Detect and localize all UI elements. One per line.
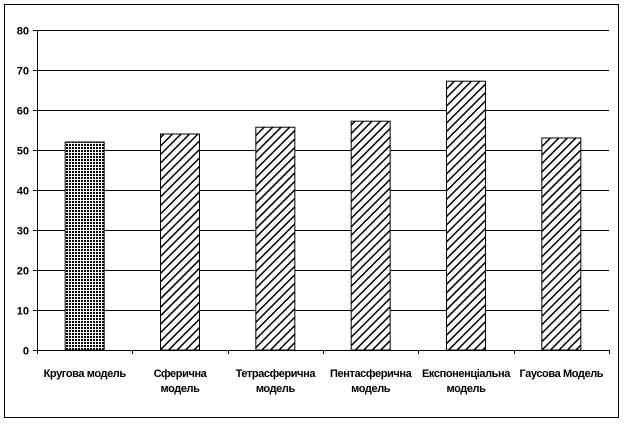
y-tick-label: 30 xyxy=(17,226,29,238)
x-category-label: Експоненціальна модель xyxy=(422,368,511,395)
y-tick-label: 0 xyxy=(23,346,29,358)
outer-frame xyxy=(4,4,619,418)
y-tick-label: 10 xyxy=(17,306,29,318)
bar xyxy=(160,133,200,351)
bar xyxy=(255,126,296,351)
y-tick-label: 80 xyxy=(17,26,29,38)
bar xyxy=(541,137,582,351)
y-tick-label: 20 xyxy=(17,266,29,278)
y-tick-label: 70 xyxy=(17,66,29,78)
x-category-label: Гаусова Модель xyxy=(519,368,603,380)
x-category-label: Кругова модель xyxy=(44,368,127,380)
y-tick-label: 40 xyxy=(17,186,29,198)
x-category-label: Пентасферична модель xyxy=(330,368,413,395)
y-tick-label: 50 xyxy=(17,146,29,158)
bar xyxy=(350,120,391,351)
x-category-label: Тетрасферична модель xyxy=(236,368,317,395)
bar xyxy=(446,80,486,351)
x-category-label: Сферична модель xyxy=(154,368,208,395)
y-tick-label: 60 xyxy=(17,106,29,118)
bar xyxy=(64,141,105,351)
